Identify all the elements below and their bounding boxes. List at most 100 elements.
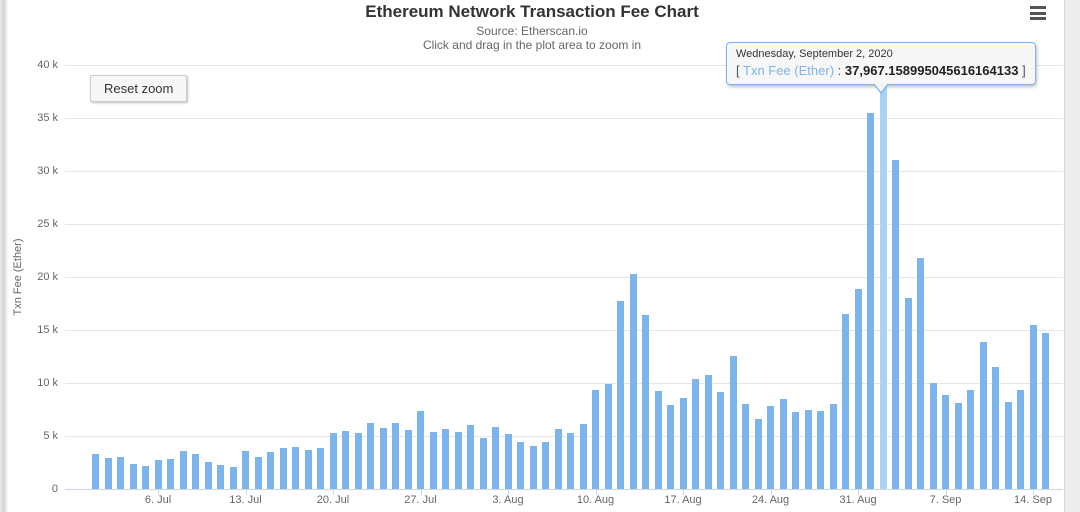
bar[interactable]	[304, 449, 312, 489]
bar[interactable]	[142, 466, 149, 489]
bar[interactable]	[317, 447, 324, 489]
bar[interactable]	[417, 410, 424, 489]
tooltip-bracket-open: [	[736, 63, 740, 78]
bar[interactable]	[742, 404, 749, 489]
x-axis-label: 31. Aug	[839, 494, 877, 506]
tooltip-date: Wednesday, September 2, 2020	[736, 48, 893, 60]
bar[interactable]	[104, 458, 112, 489]
bar[interactable]	[617, 301, 624, 489]
bar[interactable]	[754, 419, 762, 489]
bar[interactable]	[767, 406, 774, 489]
bar[interactable]	[517, 441, 524, 489]
bar[interactable]	[842, 313, 849, 489]
tooltip-series-label: Txn Fee (Ether)	[743, 63, 835, 78]
bar[interactable]	[467, 424, 474, 489]
bar[interactable]	[604, 384, 612, 489]
bar[interactable]	[892, 160, 899, 489]
plot-area[interactable]	[65, 65, 1063, 490]
bar[interactable]	[1029, 324, 1037, 489]
bar[interactable]	[592, 389, 599, 489]
bar[interactable]	[229, 466, 237, 489]
tooltip: Wednesday, September 2, 2020 [ Txn Fee (…	[726, 42, 1036, 94]
bar[interactable]	[917, 258, 924, 489]
bar[interactable]	[979, 341, 987, 489]
bar[interactable]	[992, 367, 999, 489]
bar[interactable]	[579, 424, 587, 489]
bar[interactable]	[854, 288, 862, 489]
bar[interactable]	[629, 273, 637, 489]
gridline	[65, 224, 1063, 225]
x-axis-tickmark	[595, 490, 597, 495]
bar[interactable]	[167, 459, 174, 489]
tooltip-value: 37,967.158995045616164133	[844, 63, 1019, 78]
bar[interactable]	[667, 405, 674, 489]
bar[interactable]	[829, 404, 837, 489]
bar[interactable]	[867, 112, 874, 489]
bar[interactable]	[554, 429, 562, 489]
bar[interactable]	[329, 432, 337, 489]
bar[interactable]	[967, 389, 974, 489]
bar[interactable]	[704, 375, 712, 489]
bar[interactable]	[92, 454, 99, 489]
bar[interactable]	[192, 454, 199, 489]
gridline	[65, 383, 1063, 384]
x-axis-label: 27. Jul	[404, 494, 437, 506]
y-axis-label: 30 k	[37, 165, 58, 177]
bar[interactable]	[204, 461, 212, 489]
bar[interactable]	[429, 431, 437, 489]
bar[interactable]	[379, 428, 387, 489]
bar[interactable]	[217, 465, 224, 489]
tooltip-value-line: [ Txn Fee (Ether) : 37,967.1589950456161…	[736, 63, 1026, 78]
bar[interactable]	[454, 432, 462, 489]
bar[interactable]	[504, 433, 512, 489]
tooltip-bracket-close: ]	[1022, 63, 1026, 78]
bar[interactable]	[942, 395, 949, 489]
hamburger-menu-icon	[1030, 17, 1046, 20]
x-axis-label: 10. Aug	[576, 494, 615, 506]
bar[interactable]	[542, 441, 549, 489]
y-axis-label: 25 k	[37, 218, 58, 230]
bar[interactable]	[1042, 332, 1049, 489]
bar[interactable]	[529, 445, 537, 489]
bar[interactable]	[129, 464, 137, 489]
bar[interactable]	[729, 355, 737, 489]
bar[interactable]	[792, 411, 799, 489]
bar[interactable]	[904, 298, 912, 489]
window-right-gutter	[1064, 0, 1080, 512]
bar[interactable]	[1004, 402, 1012, 489]
bar[interactable]	[817, 411, 824, 489]
bar[interactable]	[179, 450, 187, 489]
bar[interactable]	[117, 457, 124, 489]
bar[interactable]	[492, 427, 499, 489]
bar[interactable]	[442, 429, 449, 489]
bar[interactable]	[404, 430, 412, 489]
bar[interactable]	[679, 398, 687, 489]
bar[interactable]	[392, 423, 399, 489]
bar[interactable]	[367, 423, 374, 489]
bar[interactable]	[804, 409, 812, 489]
bar[interactable]	[779, 399, 787, 489]
y-axis-label: 20 k	[37, 271, 58, 283]
bar[interactable]	[929, 383, 937, 489]
bar[interactable]	[567, 432, 574, 489]
bar[interactable]	[692, 379, 699, 489]
bar[interactable]	[954, 402, 962, 489]
bar[interactable]	[354, 432, 362, 489]
bar[interactable]	[242, 450, 249, 489]
bar[interactable]	[1017, 390, 1024, 489]
chart-context-menu-button[interactable]	[1026, 3, 1050, 23]
reset-zoom-button[interactable]: Reset zoom	[90, 75, 188, 102]
bar[interactable]	[654, 391, 662, 489]
bar[interactable]	[279, 448, 287, 489]
bar[interactable]	[267, 451, 274, 489]
bar[interactable]	[292, 447, 299, 489]
bar[interactable]	[154, 460, 162, 489]
bar[interactable]	[717, 392, 724, 489]
bar-highlighted[interactable]	[879, 86, 887, 489]
bar[interactable]	[642, 314, 649, 489]
gridline	[65, 277, 1063, 278]
bar[interactable]	[342, 431, 349, 489]
bar[interactable]	[479, 438, 487, 489]
bar[interactable]	[254, 457, 262, 489]
y-axis-label: 35 k	[37, 112, 58, 124]
